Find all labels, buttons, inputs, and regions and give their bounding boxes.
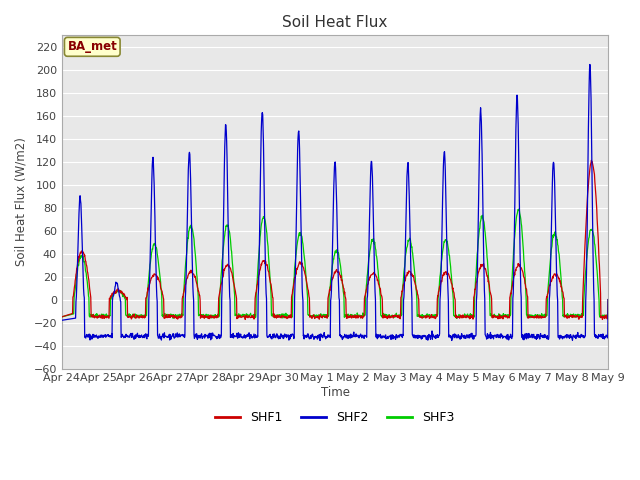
SHF3 <box>420 313 428 319</box>
SHF1 <box>180 291 188 297</box>
Legend: SHF1, SHF2, SHF3: SHF1, SHF2, SHF3 <box>210 406 460 429</box>
SHF3 <box>241 312 248 318</box>
SHF3 <box>515 206 523 212</box>
SHF2 <box>166 332 174 338</box>
SHF1 <box>588 157 595 163</box>
SHF1 <box>604 297 612 302</box>
SHF2 <box>58 317 66 323</box>
SHF1 <box>420 314 428 320</box>
SHF2 <box>241 332 248 337</box>
SHF3 <box>495 315 502 321</box>
SHF2 <box>316 337 324 343</box>
SHF2 <box>604 297 612 302</box>
SHF3 <box>166 314 174 320</box>
Y-axis label: Soil Heat Flux (W/m2): Soil Heat Flux (W/m2) <box>15 137 28 266</box>
SHF3 <box>58 314 66 320</box>
Text: BA_met: BA_met <box>67 40 117 53</box>
SHF1 <box>58 314 66 320</box>
SHF1 <box>540 315 547 321</box>
SHF1 <box>166 314 174 320</box>
SHF2 <box>540 334 547 339</box>
SHF2 <box>586 61 594 67</box>
SHF2 <box>180 334 188 339</box>
SHF2 <box>492 333 499 339</box>
Line: SHF1: SHF1 <box>62 160 608 320</box>
SHF3 <box>180 294 188 300</box>
SHF3 <box>604 297 612 302</box>
SHF2 <box>420 334 428 340</box>
Title: Soil Heat Flux: Soil Heat Flux <box>282 15 388 30</box>
Line: SHF2: SHF2 <box>62 64 608 340</box>
SHF1 <box>492 314 499 320</box>
SHF3 <box>491 314 499 320</box>
SHF3 <box>540 312 548 318</box>
SHF1 <box>241 314 248 320</box>
X-axis label: Time: Time <box>321 386 349 399</box>
SHF1 <box>241 317 249 323</box>
Line: SHF3: SHF3 <box>62 209 608 318</box>
